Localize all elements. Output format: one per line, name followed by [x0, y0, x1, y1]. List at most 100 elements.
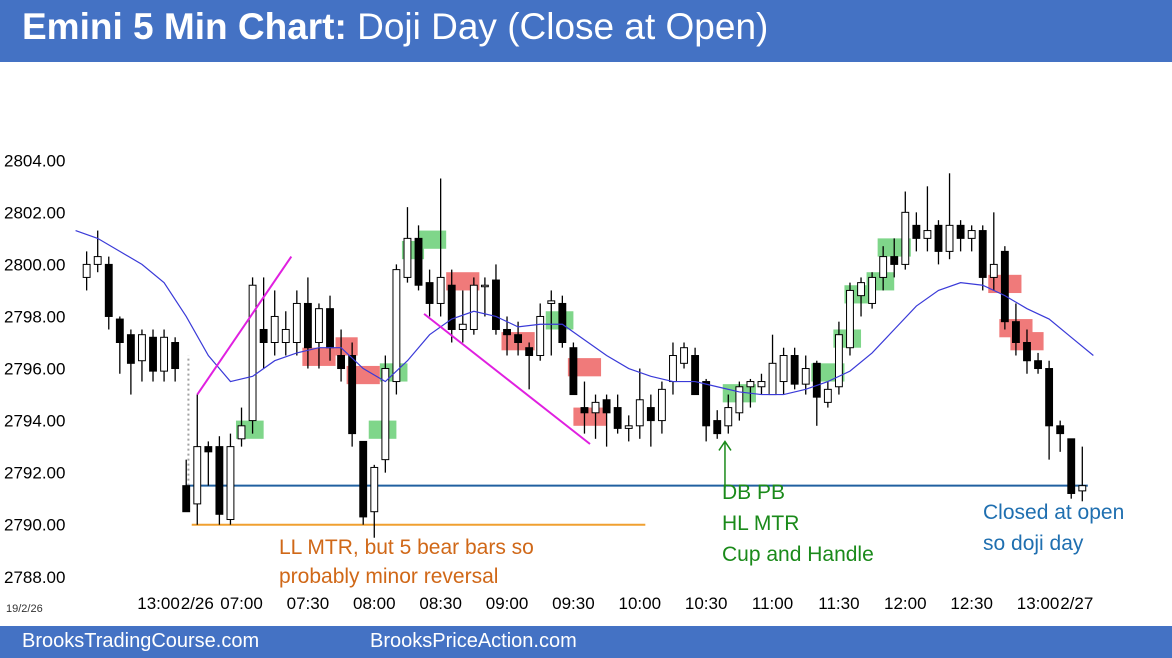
- bull-candle: [681, 348, 688, 364]
- bull-candle: [736, 387, 743, 413]
- bear-candle: [957, 225, 964, 238]
- reference-lines-layer: [186, 356, 1088, 525]
- bear-candle: [1024, 343, 1031, 361]
- bear-candle: [1012, 322, 1019, 343]
- footer-link-trading-course[interactable]: BrooksTradingCourse.com: [22, 630, 259, 653]
- bull-candle: [725, 408, 732, 426]
- bear-candle: [116, 319, 123, 342]
- y-tick-label: 2790.00: [4, 516, 65, 535]
- bear-candle: [891, 257, 898, 265]
- date-stamp: 19/2/26: [6, 603, 43, 615]
- annotation-line: DB PB: [722, 481, 785, 504]
- bear-candle: [1001, 251, 1008, 321]
- bear-candle: [127, 335, 134, 364]
- annotation-line: probably minor reversal: [279, 565, 498, 588]
- y-tick-label: 2804.00: [4, 151, 65, 170]
- bear-highlight: [573, 408, 606, 426]
- bull-candle: [924, 231, 931, 239]
- bull-candle: [459, 324, 466, 329]
- bear-candle: [216, 447, 223, 515]
- y-tick-label: 2794.00: [4, 412, 65, 431]
- bear-candle: [559, 303, 566, 342]
- bear-candle: [913, 225, 920, 238]
- bull-candle: [94, 257, 101, 265]
- bear-candle: [526, 348, 533, 356]
- bull-candle: [968, 231, 975, 239]
- bull-candle: [858, 283, 865, 296]
- x-tick-label: 11:00: [752, 594, 793, 613]
- bear-candle: [205, 447, 212, 452]
- title-bold: Emini 5 Min Chart:: [22, 6, 347, 47]
- bear-candle: [338, 356, 345, 369]
- bull-candle: [470, 285, 477, 329]
- x-tick-label: 13:00: [137, 594, 180, 613]
- bull-candle: [548, 301, 555, 304]
- bull-candle: [227, 447, 234, 520]
- title-bar: Emini 5 Min Chart: Doji Day (Close at Op…: [0, 0, 1172, 62]
- y-tick-label: 2800.00: [4, 255, 65, 274]
- bull-candle: [990, 264, 997, 277]
- bear-candle: [1046, 369, 1053, 426]
- bull-candle: [282, 329, 289, 342]
- bull-candle: [271, 316, 278, 342]
- bear-candle: [570, 348, 577, 395]
- bull-candle: [481, 285, 488, 287]
- bull-candle: [249, 285, 256, 420]
- x-tick-label: 09:30: [552, 594, 595, 613]
- bear-candle: [935, 225, 942, 251]
- y-tick-label: 2798.00: [4, 307, 65, 326]
- footer-link-price-action[interactable]: BrooksPriceAction.com: [370, 630, 577, 653]
- x-tick-label: 07:30: [287, 594, 330, 613]
- bear-candle: [150, 337, 157, 371]
- bear-candle: [703, 382, 710, 426]
- bull-candle: [902, 212, 909, 264]
- annotation-line: Cup and Handle: [722, 543, 874, 566]
- bull-candle: [758, 382, 765, 387]
- x-tick-label: 11:30: [818, 594, 859, 613]
- x-tick-label: 09:00: [486, 594, 529, 613]
- bear-candle: [172, 343, 179, 369]
- annotation-line: Closed at open: [983, 501, 1124, 524]
- bull-candle: [83, 264, 90, 277]
- annotation-layer: LL MTR, but 5 bear bars so probably minor…: [279, 481, 1124, 588]
- y-tick-label: 2802.00: [4, 203, 65, 222]
- bear-candle: [260, 329, 267, 342]
- bear-candle: [515, 335, 522, 343]
- bear-candle: [581, 408, 588, 413]
- x-tick-label: 2/26: [181, 594, 214, 613]
- bear-candle: [647, 408, 654, 421]
- bear-candle: [603, 400, 610, 413]
- bear-candle: [327, 309, 334, 348]
- bull-candle: [847, 290, 854, 347]
- bear-candle: [183, 486, 190, 512]
- bull-candle: [747, 382, 754, 387]
- y-axis: 2788.00 2790.00 2792.00 2794.00 2796.00 2798.…: [4, 151, 65, 586]
- bull-candle: [670, 356, 677, 382]
- bear-candle: [415, 238, 422, 285]
- x-tick-label: 07:00: [220, 594, 263, 613]
- bull-candle: [636, 400, 643, 426]
- bull-candle: [824, 389, 831, 402]
- x-axis: 13:00 2/26 07:00 07:30 08:00 08:30 09:00 09:30 1…: [137, 594, 1093, 613]
- title-rest: Doji Day (Close at Open): [357, 6, 768, 47]
- bear-candle: [1035, 361, 1042, 369]
- x-tick-label: 12:30: [950, 594, 993, 613]
- bull-candle: [1079, 486, 1086, 491]
- bull-candle: [238, 426, 245, 439]
- bear-candle: [426, 283, 433, 304]
- footer-bar: BrooksTradingCourse.com BrooksPriceActio…: [0, 626, 1172, 658]
- bear-candle: [448, 285, 455, 329]
- bear-candle: [1068, 439, 1075, 494]
- bull-candle: [194, 447, 201, 504]
- bear-candle: [493, 280, 500, 329]
- annotation-line: LL MTR, but 5 bear bars so: [279, 536, 534, 559]
- bull-candle: [625, 426, 632, 429]
- x-tick-label: 08:00: [353, 594, 396, 613]
- bear-candle: [105, 264, 112, 316]
- x-tick-label: 08:30: [419, 594, 462, 613]
- y-tick-label: 2792.00: [4, 464, 65, 483]
- bull-candle: [161, 337, 168, 371]
- candlestick-chart: 2788.00 2790.00 2792.00 2794.00 2796.00 2798.…: [0, 62, 1172, 626]
- bear-candle: [692, 356, 699, 395]
- bull-candle: [769, 363, 776, 394]
